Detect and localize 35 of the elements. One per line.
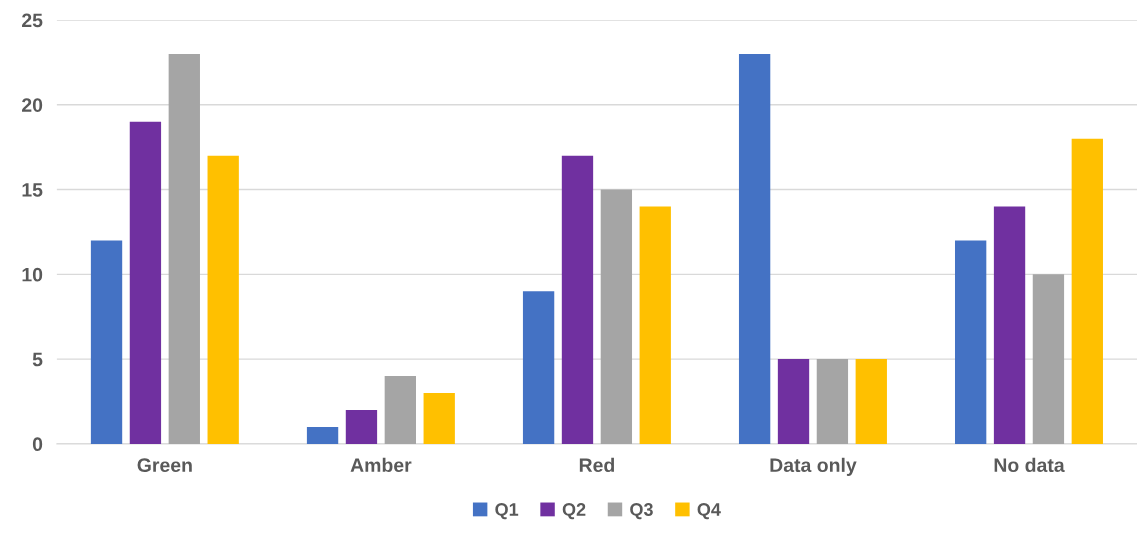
bar bbox=[90, 240, 123, 444]
bar bbox=[777, 359, 810, 444]
legend-label: Q3 bbox=[630, 503, 653, 520]
x-tick-label: Amber bbox=[350, 457, 412, 473]
bar bbox=[168, 53, 200, 444]
x-tick-label: Green bbox=[137, 458, 192, 473]
legend-label: Q1 bbox=[495, 503, 519, 520]
bar bbox=[816, 359, 849, 444]
y-tick-label: 5 bbox=[32, 352, 43, 367]
bar bbox=[561, 155, 594, 444]
bar bbox=[1032, 274, 1065, 444]
bar bbox=[306, 426, 339, 444]
bar bbox=[207, 155, 239, 444]
y-tick-label: 15 bbox=[22, 183, 43, 197]
y-tick-label: 0 bbox=[32, 437, 43, 452]
bar bbox=[855, 359, 887, 444]
bar bbox=[954, 240, 987, 444]
y-tick-label: 25 bbox=[22, 13, 43, 28]
x-tick-label: Red bbox=[579, 457, 615, 473]
y-tick-label: 10 bbox=[22, 267, 43, 282]
legend-label: Q2 bbox=[562, 503, 586, 520]
bar bbox=[129, 121, 162, 444]
y-tick-label: 20 bbox=[22, 98, 43, 112]
bar bbox=[993, 206, 1026, 444]
bar bbox=[345, 409, 378, 444]
bar bbox=[384, 376, 416, 444]
bar bbox=[1071, 138, 1103, 444]
bar bbox=[738, 53, 771, 444]
bar bbox=[423, 393, 455, 444]
x-tick-label: No data bbox=[994, 457, 1065, 473]
legend-label: Q4 bbox=[697, 503, 721, 520]
bar bbox=[600, 189, 633, 444]
x-tick-label: Data only bbox=[770, 457, 857, 476]
bar bbox=[639, 206, 671, 444]
bar bbox=[522, 291, 555, 444]
